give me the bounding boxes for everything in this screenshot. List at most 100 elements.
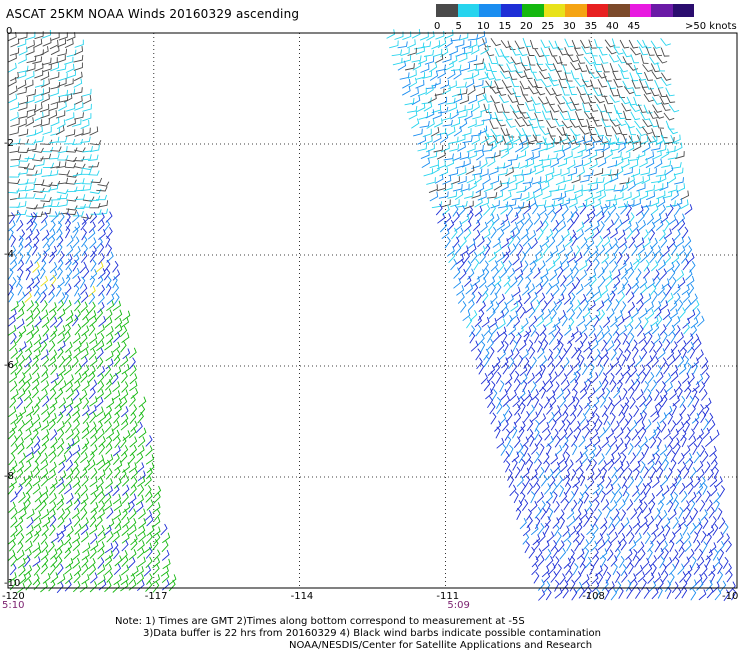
wind-barb xyxy=(602,499,610,511)
wind-barb xyxy=(706,499,713,512)
wind-barb xyxy=(548,507,554,520)
wind-barb xyxy=(503,55,515,64)
wind-barb xyxy=(609,284,618,296)
wind-barb xyxy=(26,63,36,72)
wind-barb xyxy=(665,120,675,130)
wind-barb xyxy=(586,523,594,536)
wind-barb xyxy=(8,93,18,104)
wind-barb xyxy=(90,502,99,513)
wind-barb xyxy=(511,451,520,463)
wind-barb xyxy=(428,184,438,194)
wind-barb xyxy=(524,541,530,554)
wind-barb xyxy=(114,317,123,329)
wind-barb xyxy=(463,251,470,264)
wind-barb xyxy=(660,389,668,401)
wind-barb xyxy=(467,64,478,72)
wind-barb xyxy=(501,79,512,89)
wind-barb xyxy=(583,515,590,528)
wind-barb xyxy=(33,517,42,529)
wind-barb xyxy=(582,135,593,144)
wind-barb xyxy=(650,63,661,73)
wind-barb xyxy=(584,547,590,560)
wind-barb xyxy=(8,53,17,63)
wind-barb xyxy=(543,452,550,465)
wind-barb xyxy=(583,169,594,177)
wind-barb xyxy=(528,86,539,95)
wind-barb xyxy=(541,421,550,434)
wind-barb xyxy=(490,283,496,296)
wind-barb xyxy=(578,498,584,511)
wind-barb xyxy=(510,362,517,375)
wind-barb xyxy=(628,332,635,345)
wind-barb xyxy=(64,323,71,336)
wind-barb xyxy=(598,483,604,496)
wind-barb xyxy=(8,572,17,583)
wind-barb xyxy=(687,372,695,385)
wind-barb xyxy=(661,160,672,168)
wind-barb xyxy=(130,404,138,416)
wind-barb xyxy=(120,419,129,431)
wind-barb xyxy=(655,119,665,129)
wind-barb xyxy=(121,508,128,521)
wind-barb xyxy=(656,144,667,153)
wind-barb xyxy=(549,269,558,281)
wind-barb xyxy=(130,538,138,551)
wind-barb xyxy=(487,396,494,409)
wind-barb xyxy=(642,118,653,128)
wind-barb xyxy=(611,466,618,479)
wind-barb xyxy=(41,541,49,553)
wind-barb xyxy=(476,291,482,304)
wind-barb xyxy=(510,212,519,224)
wind-barb xyxy=(705,579,713,592)
wind-barb xyxy=(697,522,703,535)
wind-barb xyxy=(484,47,495,57)
wind-barb xyxy=(687,395,694,408)
wind-barb xyxy=(557,46,568,56)
wind-barb xyxy=(24,193,36,199)
wind-barb xyxy=(470,69,480,79)
wind-barb xyxy=(533,267,541,279)
wind-barb xyxy=(608,523,616,536)
wind-barb xyxy=(460,300,467,313)
wind-barb xyxy=(122,516,130,528)
wind-barb xyxy=(635,176,644,186)
wind-barb xyxy=(32,573,40,586)
wind-barb xyxy=(72,138,83,145)
wind-barb xyxy=(561,204,569,217)
wind-barb xyxy=(145,467,153,480)
wind-barb xyxy=(625,143,635,153)
wind-barb xyxy=(675,380,682,393)
wind-barb xyxy=(50,117,60,127)
wind-barb xyxy=(592,483,600,495)
wind-barb xyxy=(96,347,104,360)
wind-barb xyxy=(523,181,532,192)
wind-barb xyxy=(137,556,146,568)
wind-barb xyxy=(41,380,50,392)
wind-barb xyxy=(80,342,89,353)
wind-barb xyxy=(502,419,509,432)
wind-barb xyxy=(25,268,31,281)
wind-barb xyxy=(50,45,60,56)
wind-barb xyxy=(516,507,522,521)
wind-barb xyxy=(427,93,437,104)
wind-barb xyxy=(566,211,574,223)
wind-barb xyxy=(577,492,584,505)
wind-barb xyxy=(574,252,583,264)
wind-barb xyxy=(81,380,90,392)
wind-barb xyxy=(82,113,92,122)
wind-barb xyxy=(574,189,583,200)
wind-barb xyxy=(547,390,556,402)
wind-barb xyxy=(516,213,525,225)
wind-barb xyxy=(658,466,664,479)
wind-barb xyxy=(642,237,651,249)
wind-barb xyxy=(81,364,90,376)
wind-barb xyxy=(677,213,686,225)
wind-barb xyxy=(466,316,473,329)
wind-barb xyxy=(694,517,702,530)
wind-barb xyxy=(535,365,543,377)
wind-barb xyxy=(32,261,40,273)
wind-barb xyxy=(651,96,663,105)
wind-barb xyxy=(480,104,490,113)
wind-barb xyxy=(98,443,106,455)
wind-barb xyxy=(625,371,631,384)
